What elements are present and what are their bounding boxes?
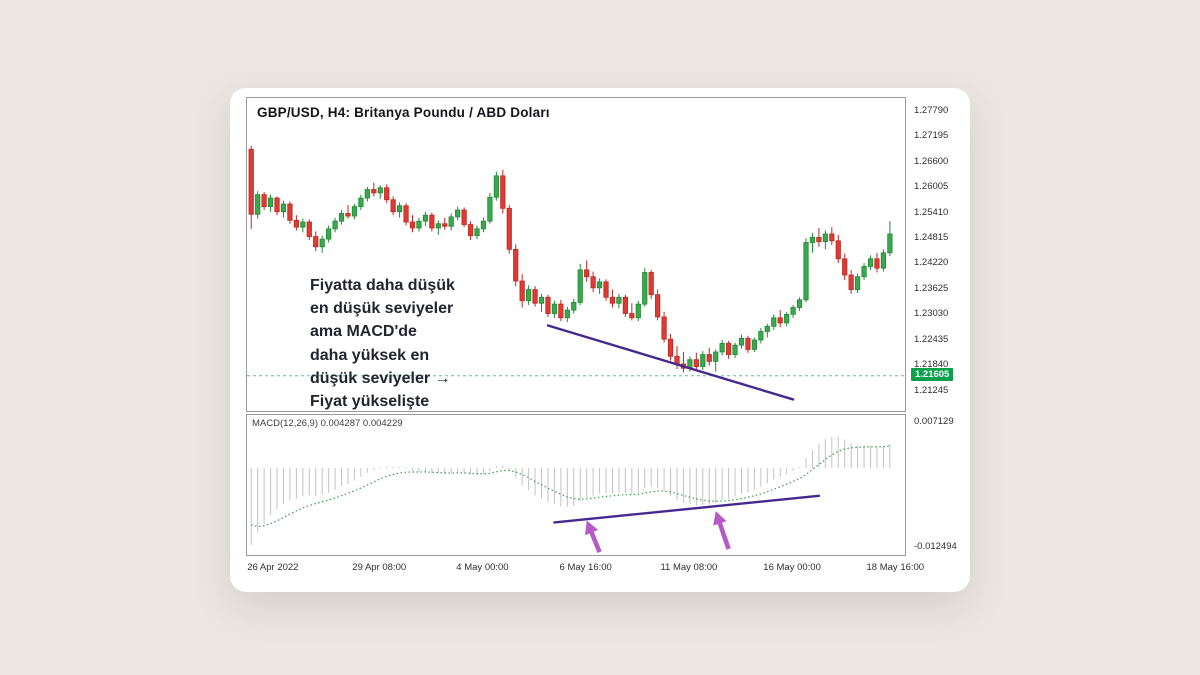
date-axis-tick: 29 Apr 08:00 xyxy=(352,562,407,573)
price-annotation: Fiyatta daha düşük en düşük seviyeler am… xyxy=(310,277,455,411)
macd-higher-low-arrow[interactable] xyxy=(713,511,731,550)
price-axis-tick: 1.21245 xyxy=(914,384,949,396)
date-axis-tick: 4 May 00:00 xyxy=(456,562,509,573)
price-trendline[interactable] xyxy=(546,324,795,401)
macd-chart-canvas[interactable] xyxy=(247,415,905,555)
candlesticks xyxy=(248,145,893,373)
macd-indicator-label: MACD(12,26,9) 0.004287 0.004229 xyxy=(252,418,403,429)
price-axis-tick: 1.24220 xyxy=(914,257,949,269)
price-axis-tick: 1.26005 xyxy=(914,181,949,193)
macd-axis-tick: 0.007129 xyxy=(914,416,954,428)
price-axis-tick: 1.27195 xyxy=(914,130,949,142)
price-axis-tick: 1.22435 xyxy=(914,333,949,345)
date-axis-tick: 16 May 00:00 xyxy=(763,562,821,573)
date-x-axis: 26 Apr 2022 29 Apr 08:00 4 May 00:00 6 May … xyxy=(246,560,924,576)
macd-signal-line xyxy=(251,445,890,528)
price-axis-tick: 1.23625 xyxy=(914,282,949,294)
price-axis-tick: 1.21840 xyxy=(914,359,949,371)
price-axis-tick: 1.24815 xyxy=(914,231,949,243)
date-axis-tick: 18 May 16:00 xyxy=(866,562,925,573)
price-axis-tick: 1.27790 xyxy=(914,104,949,116)
price-chart-canvas[interactable] xyxy=(247,98,905,411)
price-axis-tick: 1.25410 xyxy=(914,206,949,218)
date-axis-tick: 6 May 16:00 xyxy=(559,562,612,573)
price-panel: GBP/USD, H4: Britanya Poundu / ABD Dolar… xyxy=(246,97,906,412)
chart-card: GBP/USD, H4: Britanya Poundu / ABD Dolar… xyxy=(230,88,970,592)
macd-histogram xyxy=(250,436,891,545)
price-axis-tick: 1.23030 xyxy=(914,308,949,320)
price-y-axis: 1.21605 1.27790 1.27195 1.26600 1.26005 1.25… xyxy=(908,97,970,412)
macd-y-axis: 0.007129 -0.012494 xyxy=(908,414,970,556)
macd-panel: MACD(12,26,9) 0.004287 0.004229 xyxy=(246,414,906,556)
macd-axis-tick: -0.012494 xyxy=(914,540,957,552)
date-axis-tick: 11 May 08:00 xyxy=(660,562,718,573)
date-axis-tick: 26 Apr 2022 xyxy=(247,562,299,573)
bid-price-badge: 1.21605 xyxy=(911,367,954,381)
macd-trendline[interactable] xyxy=(553,494,821,524)
macd-higher-low-arrow[interactable] xyxy=(585,520,602,554)
chart-title: GBP/USD, H4: Britanya Poundu / ABD Dolar… xyxy=(257,105,550,120)
price-axis-tick: 1.26600 xyxy=(914,155,949,167)
